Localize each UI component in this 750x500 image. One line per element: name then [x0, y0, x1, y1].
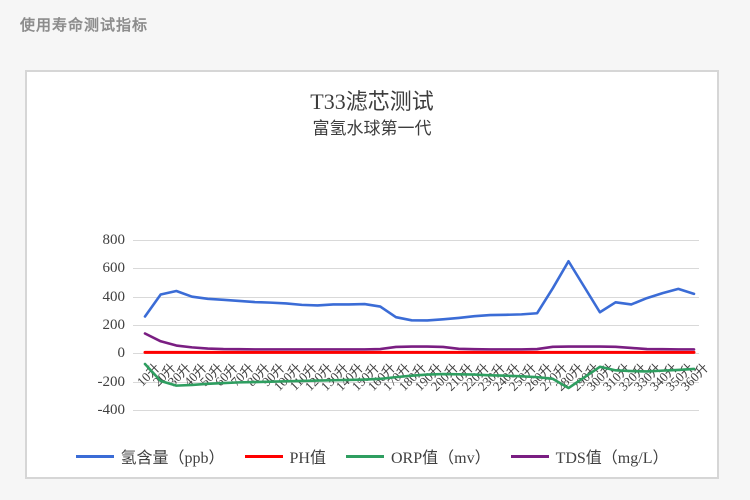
- legend-line-swatch: [244, 454, 283, 458]
- gridline: [133, 296, 699, 298]
- legend-label: 氢含量（ppb）: [120, 450, 225, 467]
- chart-subtitle: 富氢水球第一代: [312, 119, 432, 138]
- legend-item: PH值: [244, 444, 326, 468]
- y-axis-label: 400: [102, 288, 126, 305]
- series-layer: [143, 259, 696, 390]
- legend-line-swatch: [346, 454, 384, 458]
- y-axis-label: 200: [102, 317, 126, 333]
- chart-legend: 氢含量（ppb） PH值 ORP值（mv） TDS值（mg/L）: [27, 444, 717, 468]
- legend-item: 氢含量（ppb）: [75, 444, 225, 468]
- y-axis-label: 0: [117, 345, 126, 362]
- gridline: [133, 410, 699, 411]
- y-axis-label: 600: [102, 260, 126, 277]
- legend-line-swatch: [75, 454, 114, 458]
- chart-title: T33滤芯测试: [310, 89, 434, 114]
- y-axis-label: 800: [102, 232, 126, 248]
- chart-card: T33滤芯测试 富氢水球第一代 800 600 400 200 0 -200 -400 10升…: [25, 70, 719, 479]
- legend-line-swatch: [510, 454, 549, 458]
- gridline: [133, 381, 699, 383]
- gridline: [133, 268, 699, 270]
- y-axis-label: -200: [97, 373, 126, 390]
- y-axis-label: -400: [97, 402, 126, 418]
- gridline: [133, 240, 699, 241]
- legend-item: TDS值（mg/L）: [510, 444, 669, 468]
- legend-label: ORP值（mv）: [391, 450, 491, 467]
- gridline: [133, 325, 699, 326]
- series-line: [143, 362, 696, 390]
- series-line: [143, 332, 696, 351]
- legend-label: PH值: [289, 450, 326, 467]
- page-title: 使用寿命测试指标: [20, 17, 149, 34]
- series-line: [143, 259, 696, 322]
- legend-label: TDS值（mg/L）: [555, 450, 669, 467]
- legend-item: ORP值（mv）: [346, 444, 491, 468]
